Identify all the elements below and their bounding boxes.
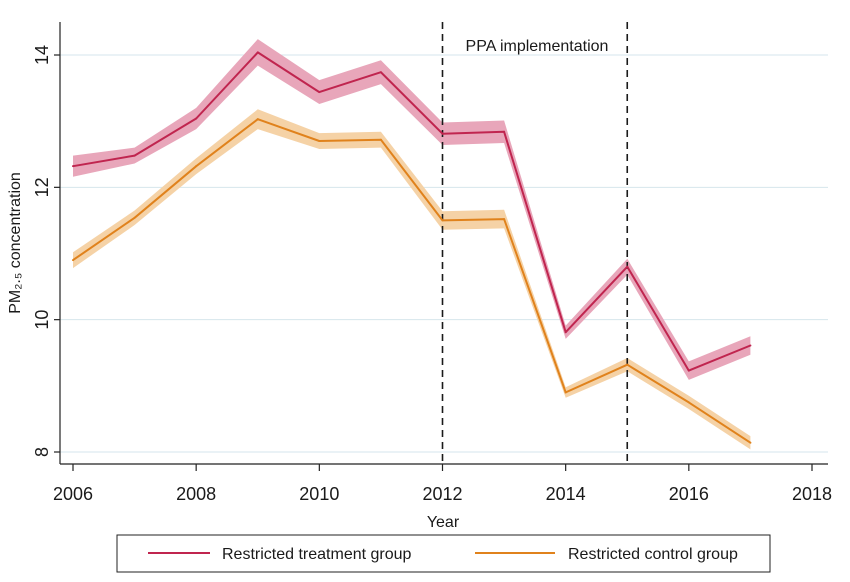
- x-tick-label: 2010: [299, 484, 339, 504]
- data-point-series-0-2010: [318, 91, 321, 94]
- y-axis-title: PM₂.₅ concentration: [7, 172, 24, 314]
- x-tick-label: 2008: [176, 484, 216, 504]
- data-point-series-0-2006: [72, 165, 74, 168]
- legend: Restricted treatment group Restricted co…: [116, 534, 771, 573]
- series-lines: [72, 51, 752, 444]
- annotation-ppa: PPA implementation: [466, 38, 609, 55]
- x-tick-label: 2014: [546, 484, 586, 504]
- x-tick-label: 2016: [669, 484, 709, 504]
- x-tick-label: 2018: [792, 484, 832, 504]
- ci-band-series-0: [73, 39, 751, 380]
- x-tick-label: 2006: [53, 484, 93, 504]
- data-point-series-0-2007: [133, 154, 136, 157]
- data-point-series-1-2009: [256, 118, 259, 121]
- data-point-series-1-2015: [626, 363, 629, 366]
- data-point-series-1-2017: [749, 441, 752, 444]
- data-point-series-1-2011: [379, 138, 382, 141]
- data-point-series-0-2015: [626, 265, 629, 268]
- data-point-series-0-2014: [564, 331, 567, 334]
- legend-label-treatment: Restricted treatment group: [222, 546, 412, 563]
- series-line-0: [72, 51, 751, 372]
- data-point-series-1-2013: [503, 218, 506, 221]
- gridlines: [60, 54, 828, 453]
- confidence-bands: [73, 39, 751, 450]
- data-point-series-0-2011: [379, 71, 382, 74]
- y-tick-label: 14: [32, 45, 52, 65]
- data-point-series-1-2012: [441, 219, 444, 222]
- x-axis-title: Year: [427, 514, 460, 531]
- data-point-series-0-2013: [503, 130, 506, 133]
- axes: [59, 22, 828, 465]
- data-point-series-1-2006: [72, 259, 74, 262]
- ci-band-series-1: [73, 109, 751, 450]
- data-point-series-0-2008: [195, 117, 198, 120]
- legend-label-control: Restricted control group: [568, 546, 738, 563]
- reference-lines: [441, 22, 629, 464]
- data-point-series-0-2009: [256, 51, 259, 54]
- data-point-series-0-2016: [687, 369, 690, 372]
- data-point-series-1-2007: [133, 216, 136, 219]
- series-line-1: [72, 118, 751, 444]
- data-point-series-1-2008: [195, 165, 198, 168]
- data-point-series-1-2014: [564, 391, 567, 394]
- data-point-series-0-2017: [749, 344, 752, 347]
- y-tick-label: 10: [32, 310, 52, 330]
- y-tick-label: 8: [32, 447, 52, 457]
- x-tick-label: 2012: [422, 484, 462, 504]
- legend-box: [116, 534, 771, 573]
- data-point-series-0-2012: [441, 132, 444, 135]
- x-axis-ticks: 2006 2008 2010 2012 2014 2016 2018: [53, 464, 832, 504]
- y-tick-label: 12: [32, 177, 52, 197]
- data-point-series-1-2016: [687, 401, 690, 404]
- data-point-series-1-2010: [318, 140, 321, 143]
- y-axis-ticks: 8 10 12 14: [32, 45, 60, 457]
